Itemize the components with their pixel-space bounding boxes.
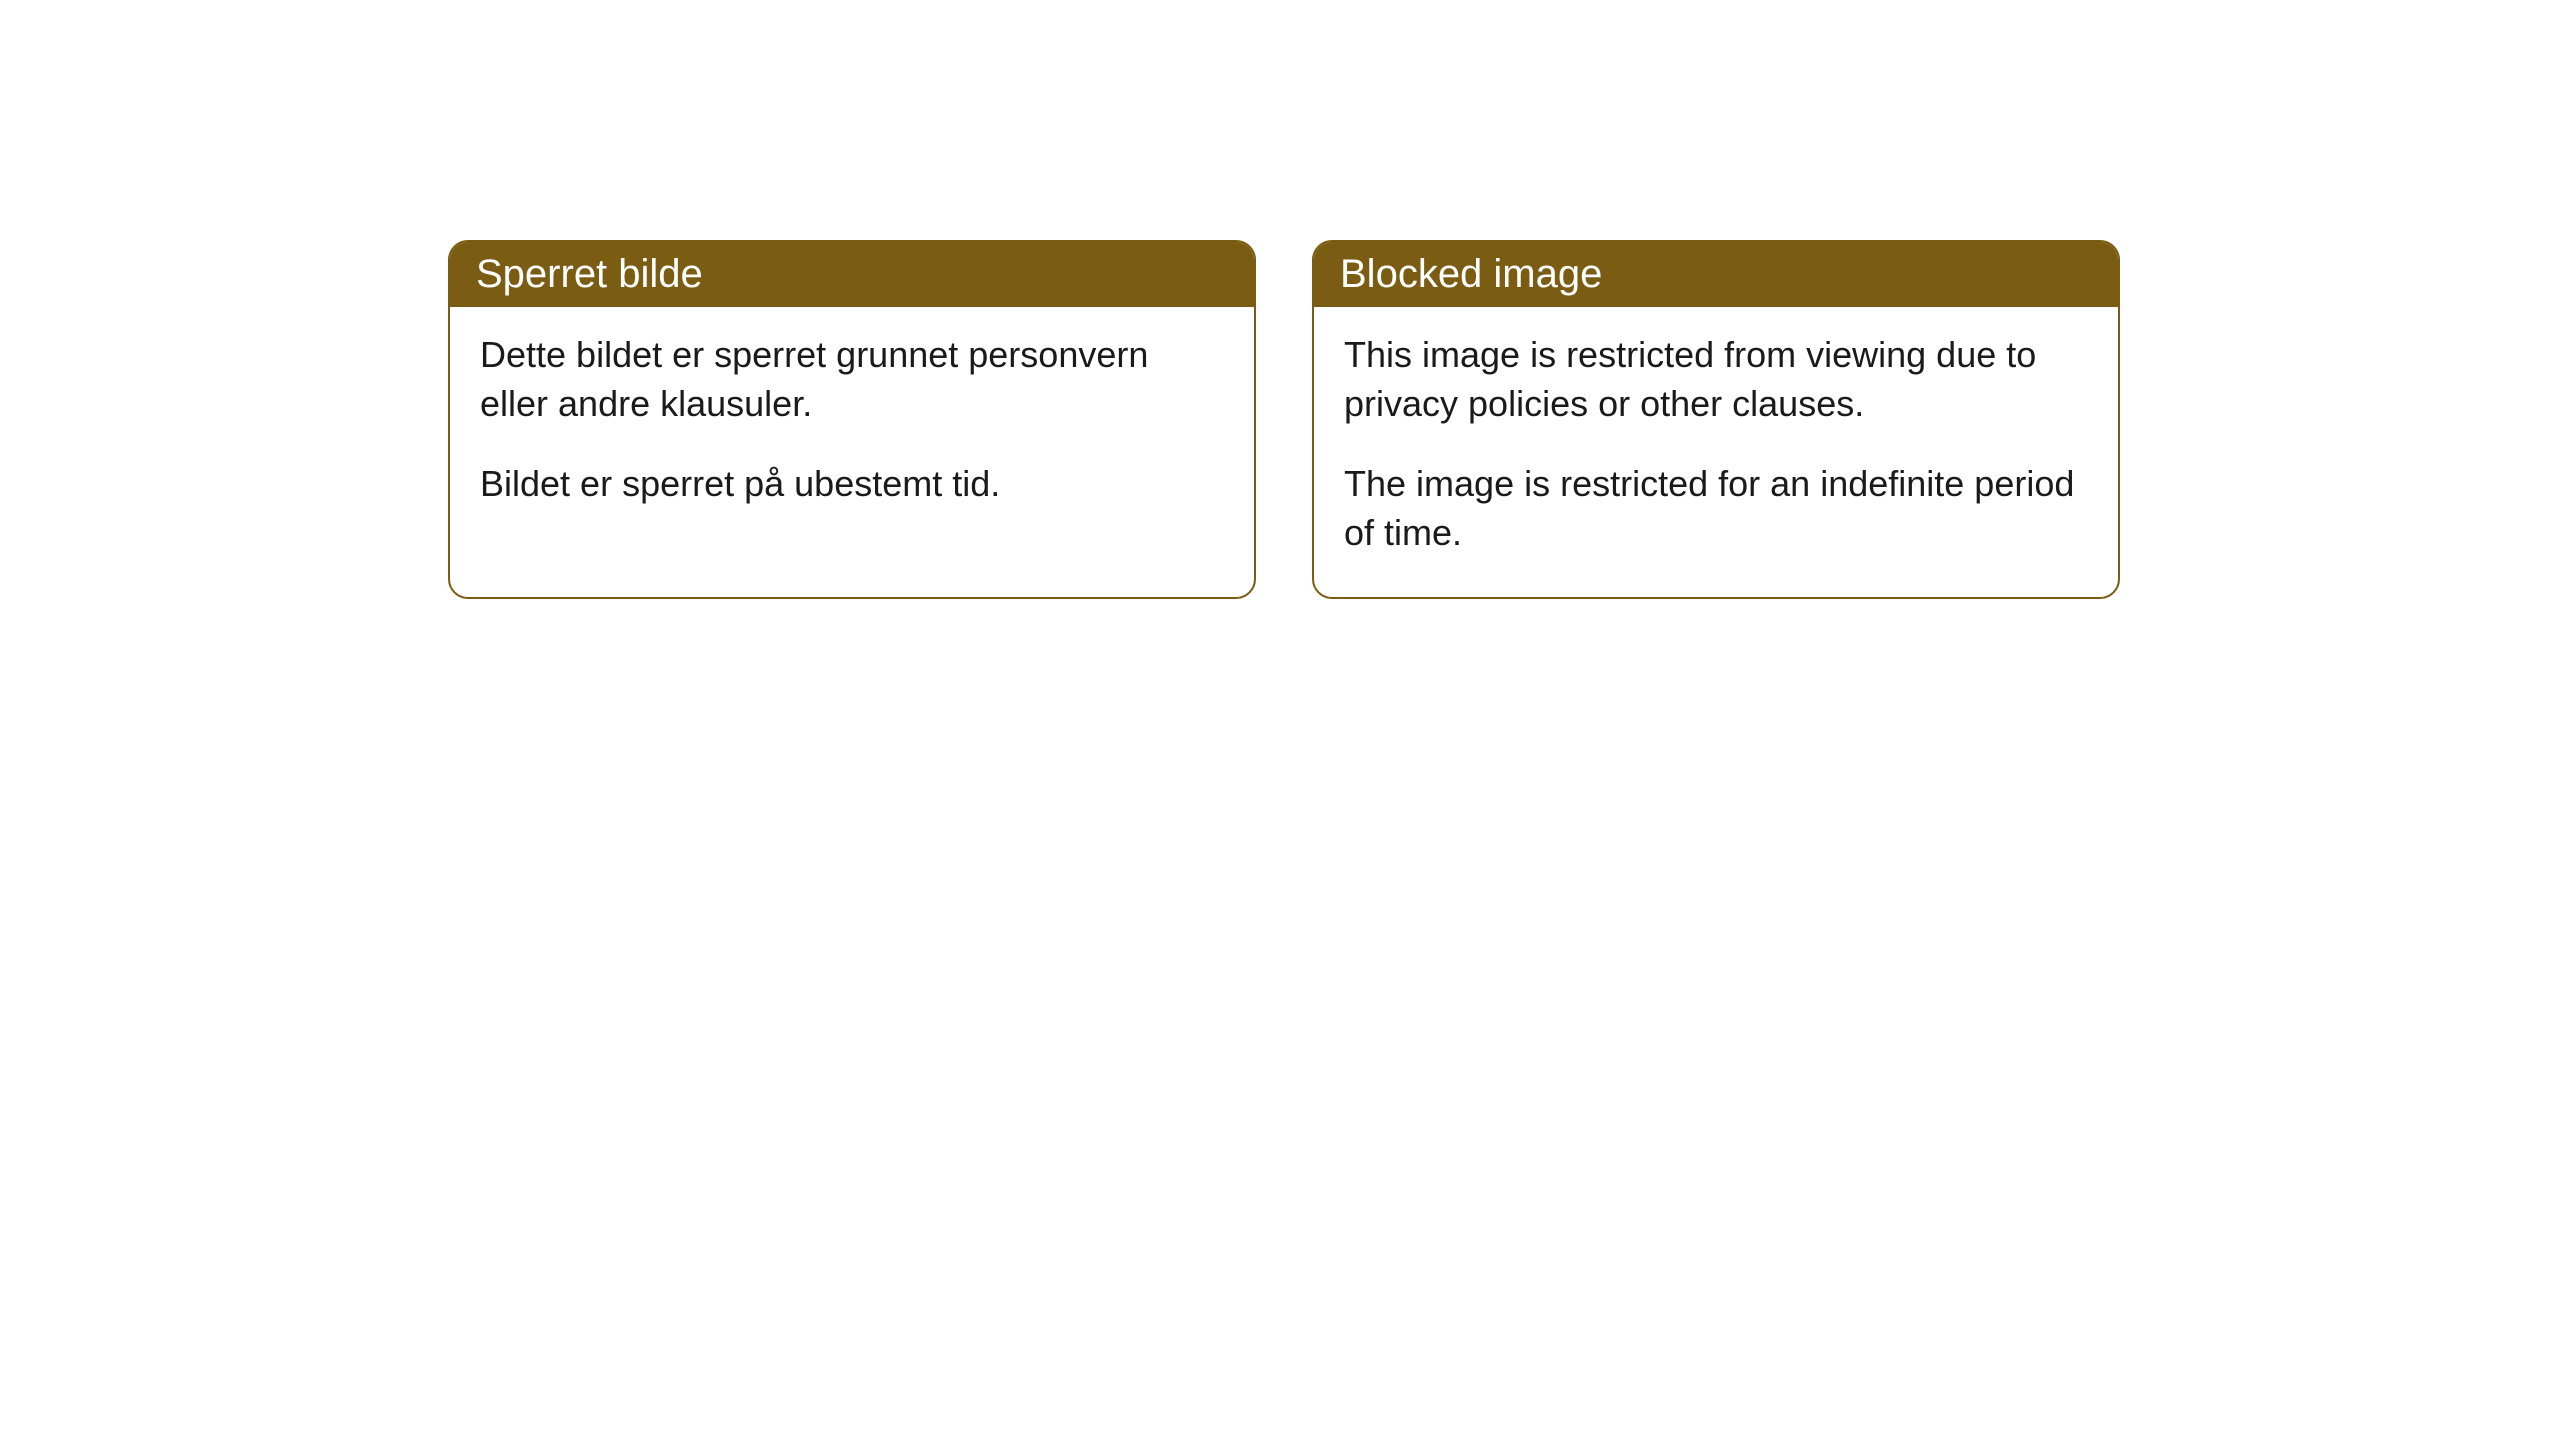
card-body: This image is restricted from viewing du… [1314,307,2118,597]
card-paragraph: This image is restricted from viewing du… [1344,331,2088,428]
card-title: Sperret bilde [476,252,703,296]
card-paragraph: Bildet er sperret på ubestemt tid. [480,460,1224,509]
card-body: Dette bildet er sperret grunnet personve… [450,307,1254,549]
card-paragraph: The image is restricted for an indefinit… [1344,460,2088,557]
card-title: Blocked image [1340,252,1602,296]
card-header: Blocked image [1314,242,2118,307]
notice-cards-container: Sperret bilde Dette bildet er sperret gr… [0,0,2560,599]
card-header: Sperret bilde [450,242,1254,307]
blocked-image-card-english: Blocked image This image is restricted f… [1312,240,2120,599]
blocked-image-card-norwegian: Sperret bilde Dette bildet er sperret gr… [448,240,1256,599]
card-paragraph: Dette bildet er sperret grunnet personve… [480,331,1224,428]
